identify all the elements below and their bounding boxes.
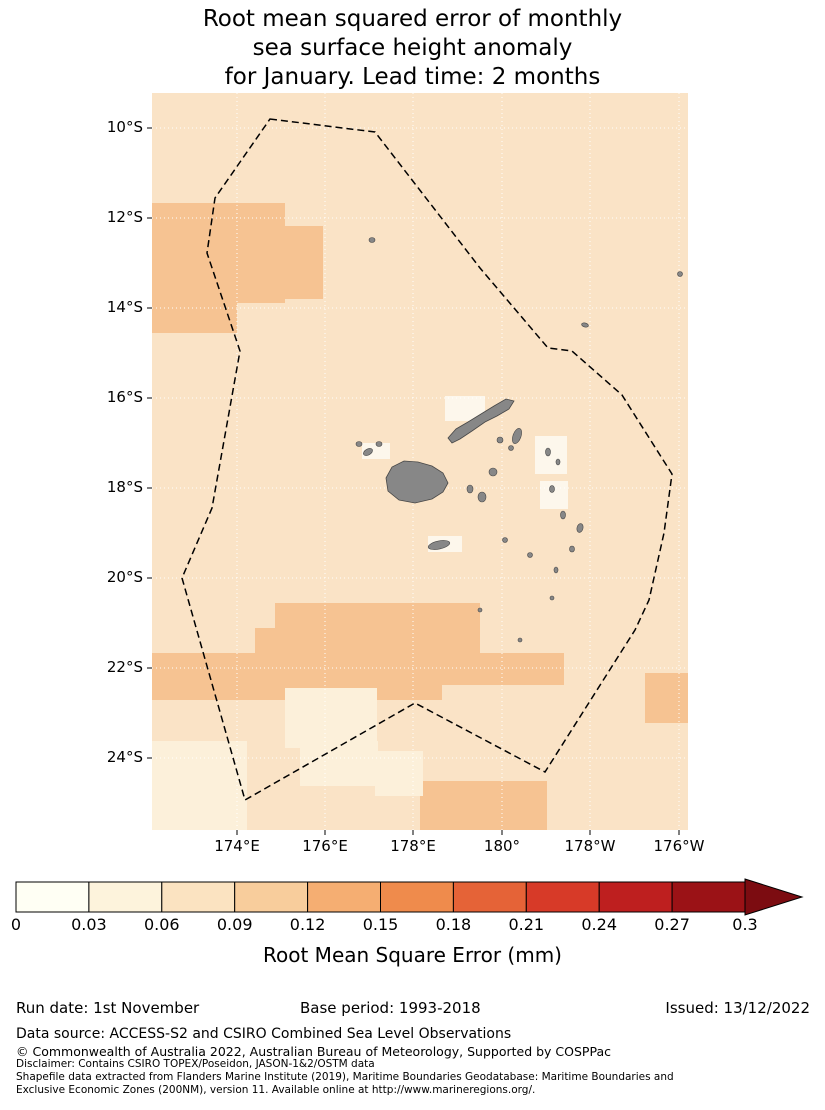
run-date: Run date: 1st November [16, 999, 200, 1017]
colorbar-tick-label: 0.21 [508, 915, 545, 934]
island [427, 540, 451, 550]
rmse-patch-cream [152, 741, 247, 830]
colorbar-tick-label: 0.09 [216, 915, 253, 934]
island [488, 467, 498, 477]
x-tick-label: 180° [483, 837, 521, 855]
colorbar-segment [234, 881, 309, 913]
island [545, 447, 551, 457]
colorbar-segment [161, 881, 236, 913]
rmse-patch-orange [237, 203, 285, 303]
island [375, 441, 383, 447]
colorbar-segment [598, 881, 673, 913]
colorbar-tick-label: 0.12 [289, 915, 326, 934]
y-tick-label: 16°S [106, 388, 143, 406]
island [508, 445, 514, 451]
rmse-patch-pale [535, 436, 567, 474]
colorbar-segment [671, 881, 746, 913]
colorbar-segment [452, 881, 527, 913]
eez-boundary [181, 118, 673, 802]
colorbar-segment [307, 881, 382, 913]
copyright-notice: © Commonwealth of Australia 2022, Austra… [16, 1044, 611, 1059]
island [447, 398, 515, 444]
rmse-patch-cream [300, 741, 378, 786]
shapefile-attribution-line1: Shapefile data extracted from Flanders M… [16, 1071, 674, 1083]
rmse-patch-orange [645, 673, 688, 723]
issued-date: Issued: 13/12/2022 [665, 999, 810, 1017]
island [549, 595, 555, 601]
colorbar-tick-label: 0.24 [581, 915, 617, 934]
colorbar-tick-label: 0.27 [654, 915, 690, 934]
island [517, 637, 523, 643]
y-tick-label: 18°S [106, 478, 143, 496]
island [576, 523, 584, 533]
island [560, 510, 566, 520]
island [355, 441, 363, 447]
island [553, 566, 559, 574]
shapefile-attribution-line2: Exclusive Economic Zones (200NM), versio… [16, 1084, 536, 1096]
island [477, 607, 483, 613]
island [466, 484, 474, 494]
island [527, 552, 533, 558]
colorbar-tick-label: 0 [10, 915, 22, 934]
y-tick-label: 12°S [106, 208, 143, 226]
island [677, 271, 683, 277]
colorbar-tick-label: 0.18 [435, 915, 472, 934]
rmse-patch-cream [375, 751, 423, 796]
colorbar-segment [88, 881, 163, 913]
rmse-patch-pale [540, 481, 568, 509]
island [549, 485, 555, 493]
y-tick-label: 10°S [106, 118, 143, 136]
island [368, 237, 376, 243]
island [496, 436, 504, 444]
colorbar-arrow [744, 878, 804, 916]
x-tick-label: 178°E [390, 837, 436, 855]
rmse-patch-orange [442, 653, 564, 685]
colorbar [15, 878, 804, 916]
x-tick-label: 176°W [653, 837, 705, 855]
y-tick-label: 24°S [106, 748, 143, 766]
disclaimer: Disclaimer: Contains CSIRO TOPEX/Poseido… [16, 1058, 375, 1070]
x-tick-label: 176°E [302, 837, 348, 855]
rmse-patch-orange [285, 226, 323, 299]
colorbar-tick-label: 0.03 [71, 915, 107, 934]
map-plot [147, 93, 688, 835]
island [502, 537, 508, 543]
base-period: Base period: 1993-2018 [300, 999, 481, 1017]
rmse-patch-orange [152, 203, 237, 333]
colorbar-segment [380, 881, 454, 913]
island [385, 460, 449, 504]
colorbar-segment [15, 881, 90, 913]
rmse-patch-orange [255, 628, 480, 655]
island [477, 491, 487, 503]
colorbar-tick-label: 0.06 [143, 915, 180, 934]
island [555, 458, 561, 466]
colorbar-tick-label: 0.3 [732, 915, 758, 934]
colorbar-label: Root Mean Square Error (mm) [263, 943, 562, 967]
y-tick-label: 20°S [106, 568, 143, 586]
x-tick-label: 178°W [564, 837, 616, 855]
data-source: Data source: ACCESS-S2 and CSIRO Combine… [16, 1026, 512, 1042]
island [581, 322, 589, 328]
colorbar-tick-label: 0.15 [362, 915, 399, 934]
island [569, 545, 575, 553]
rmse-patch-orange [420, 781, 547, 830]
y-tick-label: 14°S [106, 298, 143, 316]
chart-title: Root mean squared error of monthly sea s… [202, 6, 623, 90]
colorbar-segment [525, 881, 600, 913]
island [363, 448, 373, 456]
island [512, 428, 522, 444]
y-tick-label: 22°S [106, 658, 143, 676]
footer-row-1: Run date: 1st November Base period: 1993… [0, 999, 825, 1019]
x-tick-label: 174°E [214, 837, 260, 855]
rmse-patch-cream [285, 688, 377, 748]
